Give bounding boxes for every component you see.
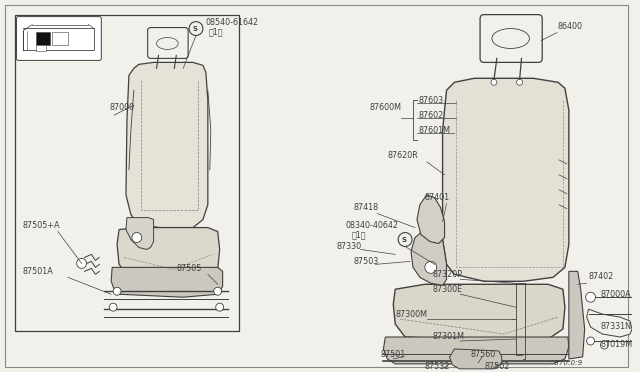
Bar <box>36 32 50 45</box>
Polygon shape <box>449 349 502 369</box>
Text: 1: 1 <box>209 28 223 36</box>
Polygon shape <box>417 195 445 244</box>
Polygon shape <box>111 267 223 297</box>
Text: 87560: 87560 <box>470 350 495 359</box>
Circle shape <box>109 303 117 311</box>
Circle shape <box>491 79 497 85</box>
Bar <box>36 45 46 51</box>
Circle shape <box>77 259 86 268</box>
Text: 08540-61642: 08540-61642 <box>206 17 259 26</box>
FancyBboxPatch shape <box>17 17 101 60</box>
Text: 87501A: 87501A <box>22 267 53 276</box>
Text: 87505+A: 87505+A <box>22 221 60 230</box>
Text: 87602: 87602 <box>419 111 444 120</box>
Circle shape <box>516 79 522 85</box>
Bar <box>52 32 68 45</box>
Circle shape <box>113 287 121 295</box>
Text: 87330: 87330 <box>336 243 361 251</box>
Polygon shape <box>587 309 632 337</box>
Bar <box>15 15 239 331</box>
Text: 87300E: 87300E <box>433 285 463 294</box>
Polygon shape <box>569 271 584 359</box>
Polygon shape <box>383 337 569 364</box>
Text: 87503: 87503 <box>354 257 379 266</box>
Text: S: S <box>402 237 406 243</box>
Text: 87620R: 87620R <box>387 151 418 160</box>
Text: 87418: 87418 <box>354 203 379 212</box>
Text: 87601M: 87601M <box>419 126 451 135</box>
Text: 87502: 87502 <box>484 362 509 371</box>
Text: 87532: 87532 <box>425 362 450 371</box>
Text: 87505: 87505 <box>176 264 202 273</box>
Text: 87320P: 87320P <box>433 270 463 279</box>
Text: 87000A: 87000A <box>600 290 631 299</box>
Circle shape <box>214 287 221 295</box>
Ellipse shape <box>492 29 529 48</box>
Circle shape <box>587 337 595 345</box>
Polygon shape <box>443 78 569 281</box>
Circle shape <box>600 341 608 349</box>
FancyBboxPatch shape <box>148 28 188 58</box>
Text: 87600M: 87600M <box>370 103 402 112</box>
Text: 87331N: 87331N <box>600 322 632 331</box>
Polygon shape <box>393 284 565 341</box>
Ellipse shape <box>157 38 179 49</box>
FancyBboxPatch shape <box>480 15 542 62</box>
Circle shape <box>398 232 412 247</box>
Text: 87000: 87000 <box>109 103 134 112</box>
Text: 87603: 87603 <box>419 96 444 105</box>
Text: 87019M: 87019M <box>600 340 632 349</box>
Text: ^870:0:9: ^870:0:9 <box>548 360 582 366</box>
Polygon shape <box>126 62 208 230</box>
Text: 08340-40642: 08340-40642 <box>346 221 399 230</box>
Circle shape <box>132 232 141 243</box>
Text: 87301M: 87301M <box>433 332 465 341</box>
Text: 87300M: 87300M <box>396 310 428 319</box>
Circle shape <box>425 262 436 273</box>
Circle shape <box>216 303 223 311</box>
Text: 87401: 87401 <box>425 193 450 202</box>
Polygon shape <box>411 228 447 285</box>
Text: 87402: 87402 <box>589 272 614 281</box>
Text: 86400: 86400 <box>557 22 582 31</box>
Text: S: S <box>193 26 198 32</box>
Polygon shape <box>126 218 154 250</box>
Text: 1: 1 <box>352 231 366 240</box>
Polygon shape <box>117 228 220 279</box>
Text: 87501: 87501 <box>380 350 406 359</box>
Circle shape <box>586 292 595 302</box>
Circle shape <box>189 22 203 35</box>
